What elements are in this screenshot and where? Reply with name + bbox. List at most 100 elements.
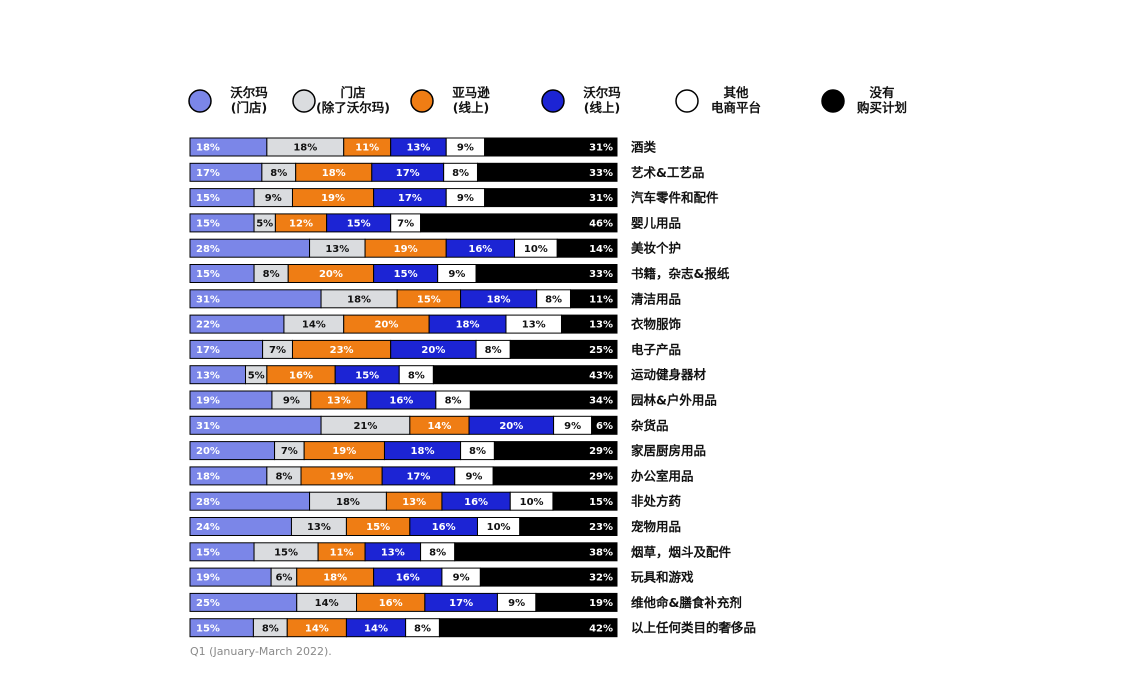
data-label-r3-s1: 15% [196, 193, 220, 204]
legend-label-3-line-1: 亚马逊 [452, 85, 490, 100]
category-label-3: 汽车零件和配件 [631, 190, 719, 205]
bar-segment-r17-s6 [454, 542, 618, 562]
data-label-r13-s1: 20% [196, 446, 220, 457]
data-label-r9-s5: 8% [485, 345, 502, 356]
data-label-r10-s6: 43% [589, 370, 613, 381]
data-label-r6-s5: 9% [448, 269, 465, 280]
bar-segment-r16-s6 [519, 517, 618, 536]
data-label-r19-s4: 17% [449, 598, 473, 609]
category-label-15: 非处方药 [631, 494, 682, 509]
data-label-r5-s6: 14% [589, 244, 613, 255]
data-label-r12-s2: 21% [353, 421, 377, 432]
legend-label-6-line-1: 没有 [869, 85, 894, 100]
bar-segment-r10-s6 [432, 365, 618, 385]
data-label-r18-s5: 9% [453, 573, 470, 584]
data-label-r9-s6: 25% [589, 345, 613, 356]
data-label-r15-s4: 16% [464, 497, 488, 508]
data-label-r16-s3: 15% [366, 522, 390, 533]
bar-segment-r1-s6 [484, 137, 618, 157]
data-label-r17-s1: 15% [196, 547, 220, 558]
category-labels: 酒类艺术&工艺品汽车零件和配件婴儿用品美妆个护书籍，杂志&报纸清洁用品衣物服饰电… [631, 140, 756, 636]
data-label-r5-s5: 10% [524, 244, 548, 255]
data-label-r6-s3: 20% [319, 269, 343, 280]
category-label-5: 美妆个护 [631, 241, 681, 256]
data-label-r11-s1: 19% [196, 396, 220, 407]
legend-marker-6 [821, 89, 845, 113]
data-label-r9-s4: 20% [421, 345, 445, 356]
data-label-r8-s5: 13% [522, 320, 546, 331]
data-label-r9-s2: 7% [269, 345, 286, 356]
legend-label-2-line-2: (除了沃尔玛) [316, 100, 390, 115]
data-label-r16-s1: 24% [196, 522, 220, 533]
category-label-9: 电子产品 [631, 342, 681, 357]
legend-label-5-line-2: 电商平台 [711, 100, 761, 115]
category-label-17: 烟草，烟斗及配件 [631, 544, 732, 559]
bar-segment-r7-s6 [569, 289, 618, 309]
data-label-r4-s5: 7% [397, 219, 414, 230]
data-label-r19-s5: 9% [508, 598, 525, 609]
category-label-14: 办公室用品 [631, 468, 694, 483]
bars-area: 18% 18% 11% 13% 9% 31% 17% 8% 18% 17% 8% 33% 15% 9% 19… [189, 137, 618, 638]
data-label-r8-s1: 22% [196, 320, 220, 331]
bar-segment-r13-s6 [493, 441, 618, 461]
data-label-r2-s6: 33% [589, 168, 613, 179]
data-label-r10-s5: 8% [408, 370, 425, 381]
data-label-r1-s1: 18% [196, 143, 220, 154]
category-label-1: 酒类 [631, 140, 657, 155]
category-label-8: 衣物服饰 [631, 317, 682, 332]
category-label-19: 维他命&膳食补充剂 [631, 595, 742, 610]
legend-marker-4 [541, 89, 565, 113]
data-label-r19-s1: 25% [196, 598, 220, 609]
bar-segment-r8-s6 [560, 314, 618, 334]
data-label-r5-s1: 28% [196, 244, 220, 255]
bar-segment-r12-s6 [591, 415, 618, 435]
legend-label-6-line-2: 购买计划 [857, 100, 907, 115]
data-label-r9-s1: 17% [196, 345, 220, 356]
stacked-bar-chart: 沃尔玛(门店)门店(除了沃尔玛)亚马逊(线上)沃尔玛(线上)其他电商平台没有购买… [188, 85, 907, 638]
data-label-r4-s1: 15% [196, 219, 220, 230]
data-label-r5-s2: 13% [325, 244, 349, 255]
data-label-r7-s6: 11% [589, 294, 613, 305]
data-label-r13-s2: 7% [281, 446, 298, 457]
data-label-r2-s2: 8% [270, 168, 287, 179]
data-label-r20-s2: 8% [262, 623, 279, 634]
data-label-r14-s6: 29% [589, 472, 613, 483]
data-label-r20-s1: 15% [196, 623, 220, 634]
data-label-r14-s5: 9% [465, 472, 482, 483]
category-label-12: 杂货品 [631, 418, 669, 433]
legend-label-4-line-1: 沃尔玛 [583, 85, 621, 100]
data-label-r12-s4: 20% [499, 421, 523, 432]
data-label-r2-s1: 17% [196, 168, 220, 179]
bar-segment-r2-s6 [476, 162, 618, 182]
data-label-r7-s3: 15% [417, 294, 441, 305]
bar-segment-r11-s6 [469, 390, 618, 410]
data-label-r7-s1: 31% [196, 294, 220, 305]
bar-segment-r19-s6 [535, 592, 618, 612]
bar-segment-r9-s6 [509, 339, 618, 359]
data-label-r17-s3: 11% [330, 547, 354, 558]
category-label-11: 园林&户外用品 [631, 393, 717, 408]
data-label-r16-s2: 13% [307, 522, 331, 533]
data-label-r15-s3: 13% [402, 497, 426, 508]
data-label-r3-s6: 31% [589, 193, 613, 204]
data-label-r16-s4: 16% [432, 522, 456, 533]
data-label-r14-s2: 8% [275, 472, 292, 483]
data-label-r1-s2: 18% [293, 143, 317, 154]
data-label-r3-s4: 17% [398, 193, 422, 204]
data-label-r14-s4: 17% [406, 472, 430, 483]
data-label-r6-s4: 15% [394, 269, 418, 280]
data-label-r1-s4: 13% [406, 143, 430, 154]
data-label-r18-s6: 32% [589, 573, 613, 584]
data-label-r8-s6: 13% [589, 320, 613, 331]
data-label-r20-s4: 14% [364, 623, 388, 634]
category-label-7: 清洁用品 [631, 291, 681, 306]
data-label-r10-s1: 13% [196, 370, 220, 381]
category-label-10: 运动健身器材 [631, 367, 707, 382]
legend-label-1-line-1: 沃尔玛 [230, 85, 268, 100]
footnote: Q1 (January-March 2022). [190, 645, 332, 658]
data-label-r6-s2: 8% [263, 269, 280, 280]
data-label-r15-s1: 28% [196, 497, 220, 508]
legend-marker-5 [675, 89, 699, 113]
legend-label-4-line-2: (线上) [584, 100, 620, 115]
data-label-r3-s5: 9% [457, 193, 474, 204]
